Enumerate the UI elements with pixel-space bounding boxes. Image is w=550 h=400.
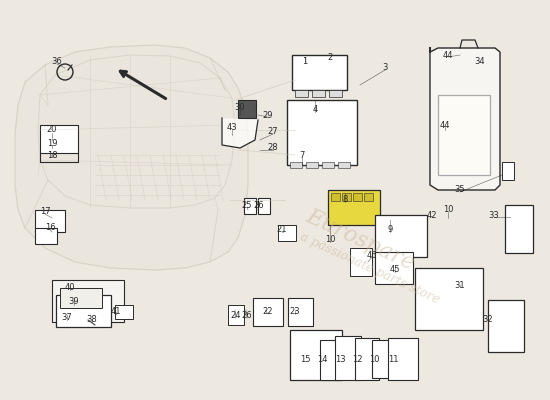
Text: 35: 35 <box>455 186 465 194</box>
Text: Eurospare: Eurospare <box>302 205 418 275</box>
FancyBboxPatch shape <box>35 228 57 244</box>
Text: 23: 23 <box>290 308 300 316</box>
FancyBboxPatch shape <box>253 298 283 326</box>
Text: 18: 18 <box>47 150 57 160</box>
Text: 21: 21 <box>277 226 287 234</box>
FancyBboxPatch shape <box>350 248 372 276</box>
Text: 14: 14 <box>317 356 327 364</box>
Polygon shape <box>15 45 248 270</box>
FancyBboxPatch shape <box>292 55 347 90</box>
Text: 12: 12 <box>352 356 362 364</box>
Text: 15: 15 <box>300 356 310 364</box>
FancyBboxPatch shape <box>353 193 362 201</box>
Text: 39: 39 <box>69 298 79 306</box>
FancyBboxPatch shape <box>312 90 325 97</box>
FancyBboxPatch shape <box>505 205 533 253</box>
Text: 8: 8 <box>342 196 348 204</box>
FancyBboxPatch shape <box>329 90 342 97</box>
FancyBboxPatch shape <box>290 330 342 380</box>
FancyBboxPatch shape <box>306 162 318 168</box>
Text: 28: 28 <box>268 144 278 152</box>
FancyBboxPatch shape <box>342 193 351 201</box>
Text: 10: 10 <box>368 356 379 364</box>
Text: 45: 45 <box>390 266 400 274</box>
Text: 40: 40 <box>65 282 75 292</box>
Text: 41: 41 <box>111 308 121 316</box>
FancyBboxPatch shape <box>228 305 244 325</box>
Text: 30: 30 <box>235 104 245 112</box>
Text: 11: 11 <box>388 356 398 364</box>
FancyBboxPatch shape <box>115 305 133 319</box>
Text: 17: 17 <box>40 208 50 216</box>
FancyBboxPatch shape <box>331 193 340 201</box>
FancyBboxPatch shape <box>320 340 340 380</box>
Polygon shape <box>222 118 258 148</box>
FancyBboxPatch shape <box>375 215 427 257</box>
FancyBboxPatch shape <box>287 100 357 165</box>
FancyBboxPatch shape <box>52 280 124 322</box>
FancyBboxPatch shape <box>328 190 380 225</box>
Text: 37: 37 <box>62 314 73 322</box>
FancyBboxPatch shape <box>388 338 418 380</box>
FancyBboxPatch shape <box>244 198 256 214</box>
Text: 19: 19 <box>47 138 57 148</box>
Text: 20: 20 <box>47 126 57 134</box>
Text: 26: 26 <box>254 200 265 210</box>
Text: 46: 46 <box>367 250 377 260</box>
Text: 44: 44 <box>440 120 450 130</box>
Polygon shape <box>430 48 500 190</box>
FancyBboxPatch shape <box>438 95 490 175</box>
FancyBboxPatch shape <box>35 210 65 232</box>
FancyBboxPatch shape <box>56 295 111 327</box>
Text: 43: 43 <box>227 124 237 132</box>
Text: 32: 32 <box>483 316 493 324</box>
FancyBboxPatch shape <box>278 225 296 241</box>
Text: 16: 16 <box>45 224 56 232</box>
Text: 44: 44 <box>443 50 453 60</box>
FancyBboxPatch shape <box>502 162 514 180</box>
FancyBboxPatch shape <box>375 252 413 284</box>
FancyBboxPatch shape <box>238 100 256 118</box>
Text: 33: 33 <box>488 210 499 220</box>
FancyBboxPatch shape <box>488 300 524 352</box>
FancyBboxPatch shape <box>40 125 78 153</box>
Text: 26: 26 <box>241 312 252 320</box>
Text: 34: 34 <box>475 58 485 66</box>
FancyBboxPatch shape <box>322 162 334 168</box>
FancyBboxPatch shape <box>364 193 373 201</box>
Text: 2: 2 <box>327 54 333 62</box>
Text: 42: 42 <box>427 210 437 220</box>
Text: 10: 10 <box>443 206 453 214</box>
Text: 36: 36 <box>52 58 62 66</box>
FancyBboxPatch shape <box>288 298 313 326</box>
FancyBboxPatch shape <box>335 336 361 380</box>
FancyBboxPatch shape <box>290 162 302 168</box>
Text: 22: 22 <box>263 308 273 316</box>
Text: a passionate parts store: a passionate parts store <box>298 230 442 306</box>
Text: 13: 13 <box>335 356 345 364</box>
FancyBboxPatch shape <box>60 288 102 308</box>
FancyBboxPatch shape <box>258 198 270 214</box>
Text: 3: 3 <box>382 64 388 72</box>
Text: 10: 10 <box>324 236 336 244</box>
Text: 38: 38 <box>87 316 97 324</box>
Text: 4: 4 <box>312 106 318 114</box>
Text: 25: 25 <box>242 200 252 210</box>
FancyBboxPatch shape <box>295 90 308 97</box>
FancyBboxPatch shape <box>372 340 398 378</box>
Text: 31: 31 <box>455 280 465 290</box>
FancyBboxPatch shape <box>415 268 483 330</box>
Text: 29: 29 <box>263 110 273 120</box>
FancyBboxPatch shape <box>338 162 350 168</box>
Text: 7: 7 <box>299 150 305 160</box>
Text: 27: 27 <box>268 128 278 136</box>
Text: 24: 24 <box>231 312 241 320</box>
Text: 1: 1 <box>302 58 307 66</box>
Text: 9: 9 <box>387 226 393 234</box>
FancyBboxPatch shape <box>355 338 379 380</box>
